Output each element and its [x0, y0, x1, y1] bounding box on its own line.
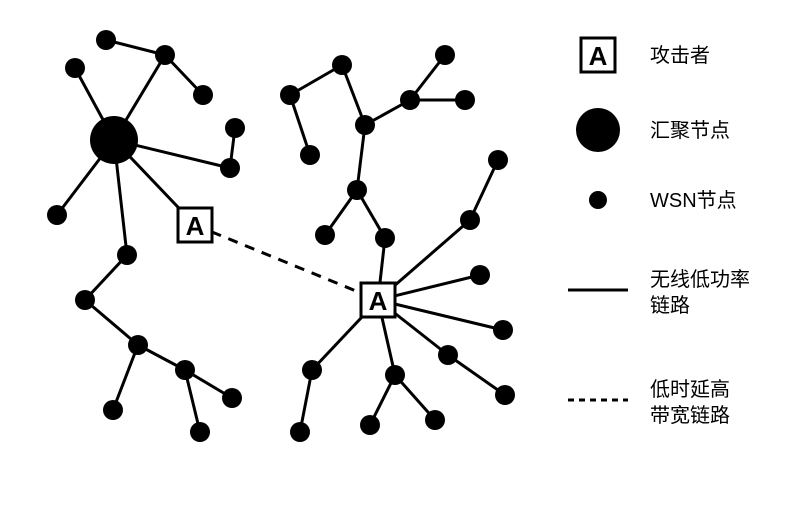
wsn-node [220, 158, 240, 178]
legend-label: WSN节点 [650, 189, 737, 212]
wsn-node [355, 115, 375, 135]
wsn-node [315, 225, 335, 245]
wsn-node [425, 410, 445, 430]
wsn-node [455, 90, 475, 110]
dashed-edges-layer [195, 225, 378, 300]
wsn-node [222, 388, 242, 408]
wsn-node [300, 145, 320, 165]
legend-label: 低时延高 [650, 378, 730, 401]
legend-label: 攻击者 [650, 44, 710, 67]
wsn-node [438, 345, 458, 365]
wsn-node [470, 265, 490, 285]
wsn-node [47, 205, 67, 225]
wsn-node [375, 228, 395, 248]
legend-sink-icon [576, 108, 620, 152]
wsn-node [117, 245, 137, 265]
legend-label: 无线低功率 [650, 268, 750, 291]
legend-node-icon [589, 191, 607, 209]
wsn-node [460, 210, 480, 230]
wsn-node [190, 422, 210, 442]
wsn-node [193, 85, 213, 105]
wsn-node [332, 55, 352, 75]
wsn-node [360, 415, 380, 435]
legend-label-line2: 链路 [650, 294, 690, 317]
wsn-node [225, 118, 245, 138]
wsn-node [175, 360, 195, 380]
wsn-node [96, 30, 116, 50]
network-diagram: AAA攻击者汇聚节点WSN节点无线低功率链路低时延高带宽链路 [0, 0, 800, 527]
wireless-link [448, 355, 505, 395]
wsn-node [65, 58, 85, 78]
wsn-node [128, 335, 148, 355]
attacker-label: A [186, 211, 205, 241]
legend-label: 汇聚节点 [650, 119, 730, 142]
nodes-layer: AA [47, 30, 515, 442]
wsn-node [435, 45, 455, 65]
wireless-link [85, 300, 138, 345]
wireless-link [113, 345, 138, 410]
wsn-node [400, 90, 420, 110]
legend: A 攻击者汇聚节点 WSN节点无线低功率链路低时延高带宽链路 [568, 38, 750, 427]
legend-attacker-letter: A [589, 41, 608, 71]
wsn-node [302, 360, 322, 380]
wsn-node [280, 85, 300, 105]
wsn-node [385, 365, 405, 385]
wsn-node [347, 180, 367, 200]
wsn-node [290, 422, 310, 442]
legend-label-line2: 带宽链路 [650, 404, 730, 427]
wsn-node [493, 320, 513, 340]
wsn-node [488, 150, 508, 170]
wsn-node [495, 385, 515, 405]
wsn-node [155, 45, 175, 65]
sink-node [90, 116, 138, 164]
attacker-label: A [369, 286, 388, 316]
high-bandwidth-link [195, 225, 378, 300]
wsn-node [75, 290, 95, 310]
wsn-node [103, 400, 123, 420]
